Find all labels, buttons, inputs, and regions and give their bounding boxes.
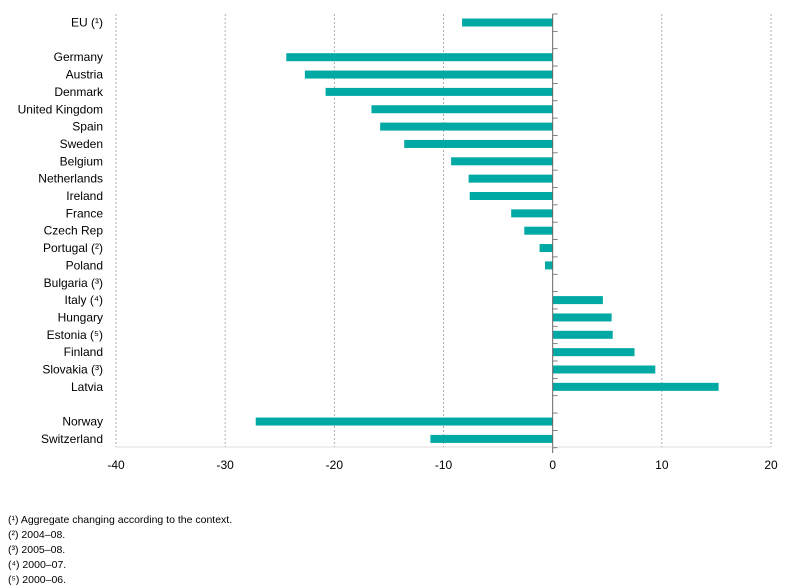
x-tick-label: 10 <box>655 458 669 472</box>
bar <box>462 18 553 27</box>
category-label: Czech Rep <box>44 224 104 238</box>
bar <box>404 139 553 148</box>
category-label: Ireland <box>66 189 103 203</box>
x-tick-label: 0 <box>549 458 556 472</box>
category-label: Bulgaria (³) <box>44 276 103 290</box>
bar <box>451 157 553 166</box>
x-tick-label: -10 <box>435 458 453 472</box>
category-label: Slovakia (³) <box>42 363 103 377</box>
bar <box>380 122 553 131</box>
footnote-4: (⁴) 2000–07. <box>8 559 67 571</box>
footnote-3: (³) 2005–08. <box>8 544 66 556</box>
bar <box>469 192 553 200</box>
footnote-1: (¹) Aggregate changing according to the … <box>8 514 233 526</box>
category-label: Belgium <box>60 154 103 168</box>
gridlines <box>115 14 772 447</box>
bar <box>539 244 553 253</box>
bar <box>286 53 553 62</box>
category-label: Italy (⁴) <box>65 293 104 307</box>
category-label: United Kingdom <box>18 102 103 116</box>
footnote-2: (²) 2004–08. <box>8 529 66 541</box>
category-label: Poland <box>66 258 103 272</box>
category-label: Latvia <box>71 380 103 394</box>
bar <box>545 261 553 270</box>
bar <box>255 417 553 426</box>
category-label: Switzerland <box>41 432 103 446</box>
footnotes: (¹) Aggregate changing according to the … <box>8 513 232 588</box>
bar <box>552 330 613 339</box>
category-label: Sweden <box>60 137 103 151</box>
bar <box>552 365 656 374</box>
axes <box>116 13 771 453</box>
category-label: France <box>66 206 104 220</box>
x-tick-label: 20 <box>764 458 778 472</box>
bar <box>552 382 719 391</box>
footnote-5: (⁵) 2000–06. <box>8 574 67 586</box>
bar-chart: -40 -30 -20 -10 0 10 20 EU (¹) Germany Austria Den… <box>18 13 778 473</box>
category-label: Austria <box>66 68 104 82</box>
category-label: Denmark <box>54 85 104 99</box>
bar <box>511 209 553 218</box>
category-label: Netherlands <box>38 172 103 186</box>
category-label: Germany <box>54 50 103 64</box>
bar <box>371 105 553 114</box>
bar <box>304 70 553 79</box>
bar <box>524 226 553 235</box>
bar <box>552 348 635 357</box>
category-label: Portugal (²) <box>43 241 103 255</box>
bar <box>552 296 603 305</box>
category-label: Hungary <box>58 310 103 324</box>
x-tick-label: -30 <box>216 458 234 472</box>
x-tick-label: -20 <box>326 458 344 472</box>
category-label: EU (¹) <box>71 16 103 30</box>
labels: -40 -30 -20 -10 0 10 20 EU (¹) Germany Austria Den… <box>18 16 778 473</box>
category-label: Norway <box>62 415 103 429</box>
bars <box>255 18 719 443</box>
bar <box>552 313 612 322</box>
bar <box>430 434 553 443</box>
x-tick-label: -40 <box>107 458 125 472</box>
bar <box>325 87 553 96</box>
category-label: Spain <box>72 120 103 134</box>
bar <box>468 174 553 183</box>
category-label: Estonia (⁵) <box>47 328 103 342</box>
category-label: Finland <box>64 345 103 359</box>
